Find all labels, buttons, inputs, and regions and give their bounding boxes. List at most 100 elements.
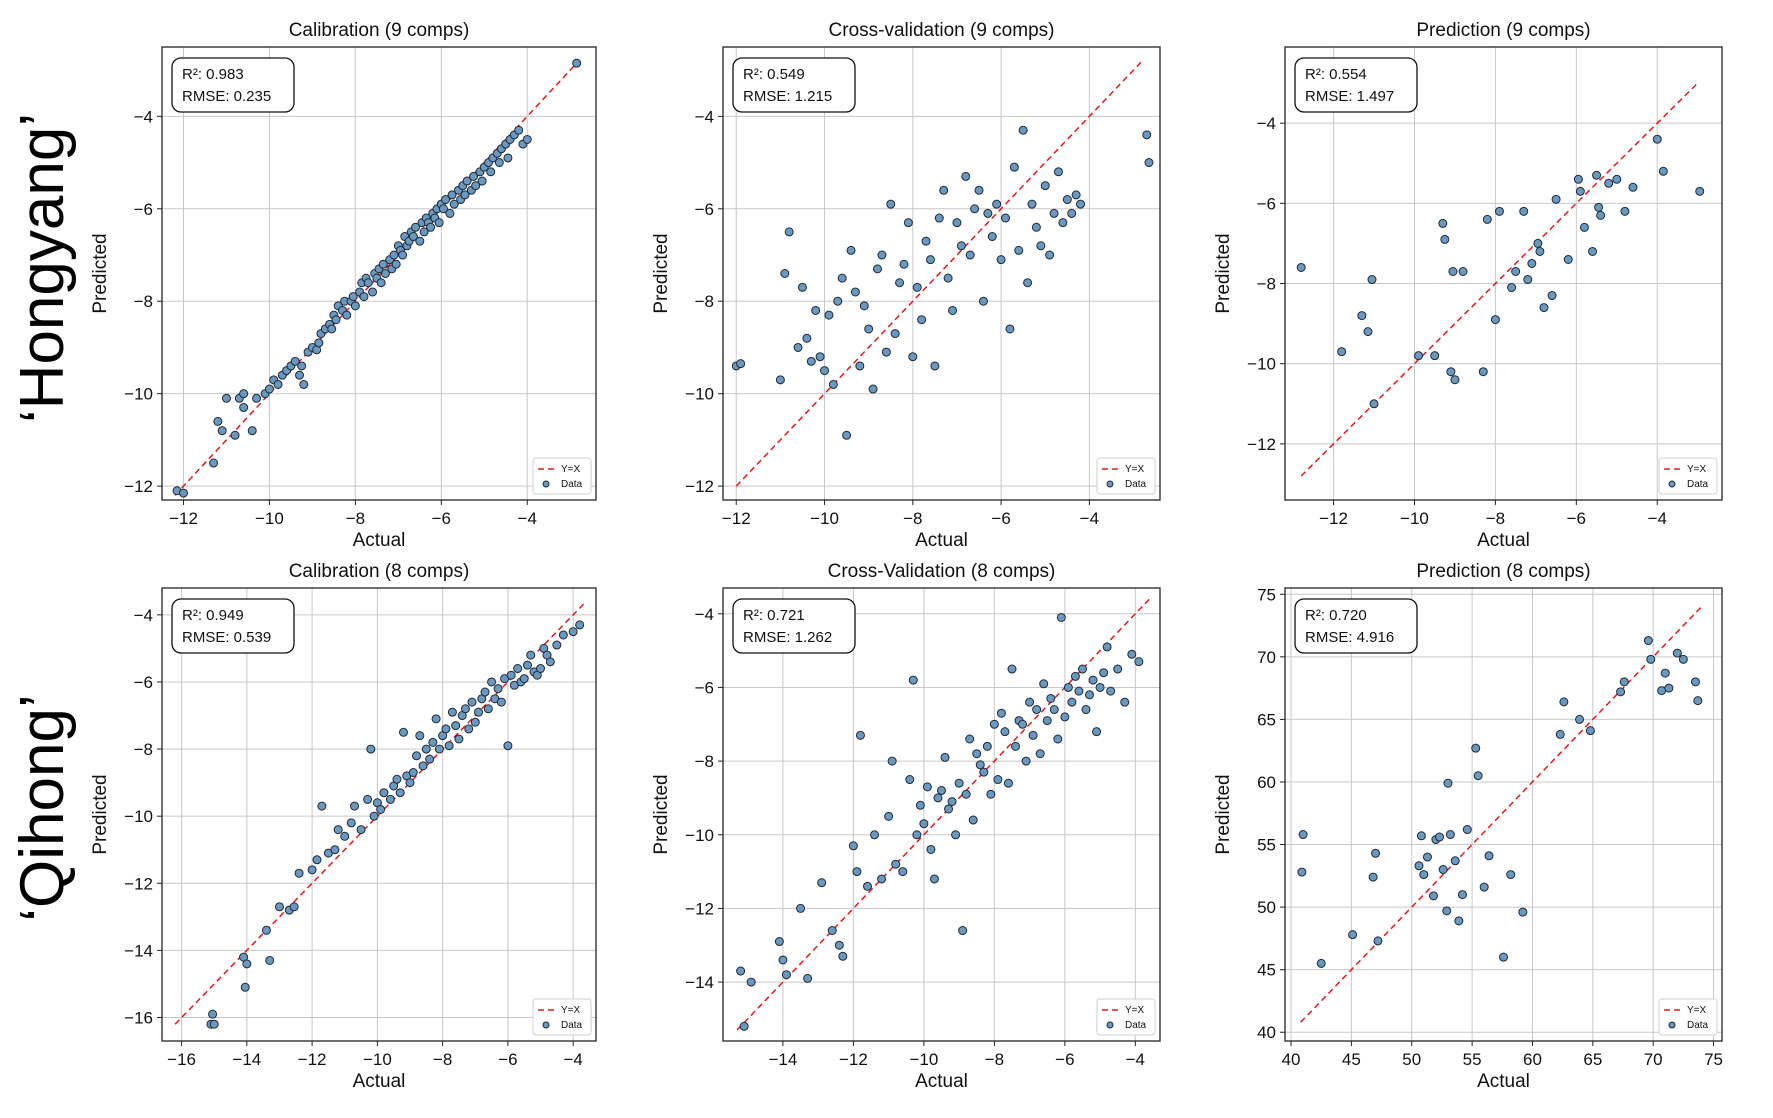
data-point — [1142, 130, 1152, 140]
rmse-value: RMSE: 0.235 — [182, 88, 271, 105]
data-point — [908, 675, 918, 685]
data-point — [467, 697, 477, 707]
data-point — [796, 903, 806, 913]
y-axis-label: Predicted — [90, 233, 111, 313]
data-point — [454, 734, 464, 744]
data-point — [425, 754, 435, 764]
chart-panel-1: −12 −10 −8 −6 −4 −12 −10 −8 −6 −4 Calibration (9 c… — [90, 20, 597, 551]
data-point — [545, 657, 555, 667]
y-tick-label: −10 — [124, 385, 153, 404]
data-point — [1419, 870, 1429, 880]
data-point — [899, 259, 909, 269]
y-tick-label: −12 — [685, 899, 714, 918]
data-point — [415, 731, 425, 741]
data-point — [1018, 719, 1028, 729]
data-point — [1588, 246, 1598, 256]
legend: Y=X Data — [1096, 998, 1156, 1036]
data-point — [1414, 351, 1424, 361]
data-point — [1018, 125, 1028, 135]
data-point — [974, 185, 984, 195]
identity-line — [736, 598, 1150, 1031]
data-point — [1337, 347, 1347, 357]
data-point — [379, 788, 389, 798]
data-point — [522, 134, 532, 144]
x-tick-label: −8 — [433, 1050, 452, 1069]
data-point — [929, 874, 939, 884]
data-point — [239, 403, 249, 413]
data-point — [1462, 825, 1472, 835]
x-tick-label: −12 — [722, 509, 751, 528]
data-point — [1672, 648, 1682, 658]
data-point — [877, 874, 887, 884]
data-point — [428, 737, 438, 747]
data-point — [348, 292, 358, 302]
data-point — [898, 867, 908, 877]
data-point — [774, 937, 784, 947]
data-point — [1422, 852, 1432, 862]
data-point — [905, 775, 915, 785]
x-tick-label: −12 — [298, 1050, 327, 1069]
legend-point-label: Data — [561, 479, 583, 490]
data-point — [1088, 675, 1098, 685]
data-point — [975, 760, 985, 770]
data-point — [1028, 730, 1038, 740]
data-point — [982, 741, 992, 751]
chart-panel-6: 40 45 50 55 60 65 70 75 40 45 50 55 60 65 70 75 Predicti… — [1213, 561, 1723, 1092]
data-point — [331, 315, 341, 325]
x-tick-label: −6 — [1055, 1050, 1074, 1069]
data-point — [956, 241, 966, 251]
data-point — [1575, 186, 1585, 196]
data-point — [1442, 906, 1452, 916]
data-point — [983, 208, 993, 218]
data-points — [731, 125, 1154, 440]
data-point — [312, 855, 322, 865]
data-point — [1036, 241, 1046, 251]
data-point — [1678, 654, 1688, 664]
data-point — [333, 825, 343, 835]
data-point — [1000, 727, 1010, 737]
data-point — [1604, 178, 1614, 188]
data-point — [993, 775, 1003, 785]
data-points — [1296, 134, 1705, 409]
legend-point-swatch — [542, 1021, 550, 1029]
data-points — [1297, 636, 1703, 968]
data-point — [290, 356, 300, 366]
x-tick-label: 50 — [1402, 1050, 1421, 1069]
data-point — [1009, 162, 1019, 172]
data-point — [1533, 238, 1543, 248]
data-point — [356, 825, 366, 835]
data-point — [469, 171, 479, 181]
y-tick-label: 60 — [1257, 773, 1276, 792]
data-point — [350, 301, 360, 311]
data-point — [209, 1019, 219, 1029]
data-point — [802, 333, 812, 343]
r2-value: R²: 0.549 — [743, 66, 805, 83]
data-point — [926, 844, 936, 854]
x-tick-label: −8 — [1486, 509, 1505, 528]
data-point — [934, 213, 944, 223]
data-point — [503, 741, 513, 751]
data-point — [968, 815, 978, 825]
data-point — [1523, 275, 1533, 285]
x-tick-label: −4 — [1648, 509, 1667, 528]
data-point — [797, 282, 807, 292]
data-point — [1695, 186, 1705, 196]
y-tick-label: −14 — [685, 973, 714, 992]
data-point — [780, 269, 790, 278]
data-point — [1428, 891, 1438, 901]
data-point — [1471, 743, 1481, 753]
data-point — [1003, 778, 1013, 788]
data-point — [426, 222, 436, 232]
data-point — [824, 310, 834, 320]
y-tick-label: −6 — [695, 200, 714, 219]
data-point — [398, 727, 408, 737]
data-point — [438, 204, 448, 214]
data-point — [1535, 246, 1545, 256]
data-point — [1430, 351, 1440, 361]
data-point — [1450, 375, 1460, 385]
data-point — [912, 830, 922, 840]
data-point — [1062, 195, 1072, 205]
data-point — [1450, 856, 1460, 866]
stats-box-frame — [1294, 57, 1418, 113]
data-point — [1443, 778, 1453, 788]
